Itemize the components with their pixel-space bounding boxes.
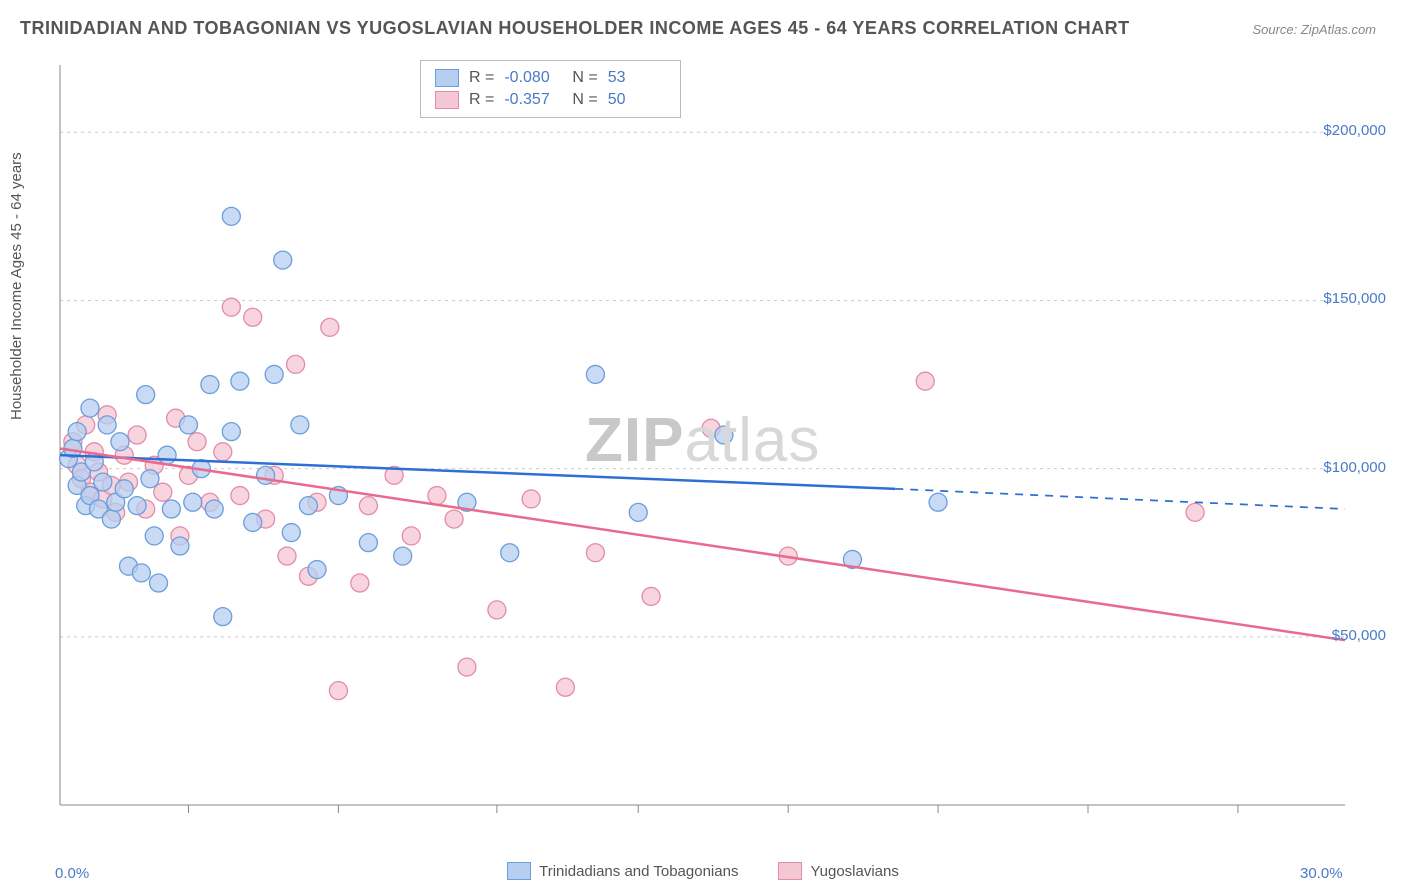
n-value: 53 — [608, 69, 666, 87]
x-tick-label: 0.0% — [55, 865, 89, 882]
source-label: Source: ZipAtlas.com — [1252, 22, 1376, 37]
stat-row-1: R = -0.357 N = 50 — [435, 89, 666, 111]
r-value: -0.357 — [504, 91, 562, 109]
legend-swatch-icon — [778, 862, 802, 880]
n-label: N = — [572, 91, 597, 109]
legend-bottom: Trinidadians and Tobagonians Yugoslavian… — [0, 862, 1406, 880]
r-value: -0.080 — [504, 69, 562, 87]
watermark-bold: ZIP — [585, 406, 684, 475]
watermark-rest: atlas — [684, 406, 820, 475]
x-tick-label: 30.0% — [1300, 865, 1343, 882]
watermark: ZIPatlas — [585, 405, 820, 476]
y-tick-label: $50,000 — [1332, 627, 1386, 644]
legend-swatch-icon — [435, 91, 459, 109]
legend-swatch-icon — [507, 862, 531, 880]
stat-legend: R = -0.080 N = 53 R = -0.357 N = 50 — [420, 60, 681, 118]
y-axis-label: Householder Income Ages 45 - 64 years — [8, 152, 25, 420]
n-value: 50 — [608, 91, 666, 109]
legend-label: Trinidadians and Tobagonians — [539, 863, 738, 880]
y-tick-label: $100,000 — [1323, 459, 1386, 476]
chart-title: TRINIDADIAN AND TOBAGONIAN VS YUGOSLAVIA… — [20, 18, 1130, 39]
r-label: R = — [469, 91, 494, 109]
legend-swatch-icon — [435, 69, 459, 87]
n-label: N = — [572, 69, 597, 87]
legend-item-0: Trinidadians and Tobagonians — [507, 862, 738, 880]
legend-label: Yugoslavians — [810, 863, 898, 880]
y-tick-label: $200,000 — [1323, 122, 1386, 139]
stat-row-0: R = -0.080 N = 53 — [435, 67, 666, 89]
y-tick-label: $150,000 — [1323, 290, 1386, 307]
legend-item-1: Yugoslavians — [778, 862, 898, 880]
r-label: R = — [469, 69, 494, 87]
